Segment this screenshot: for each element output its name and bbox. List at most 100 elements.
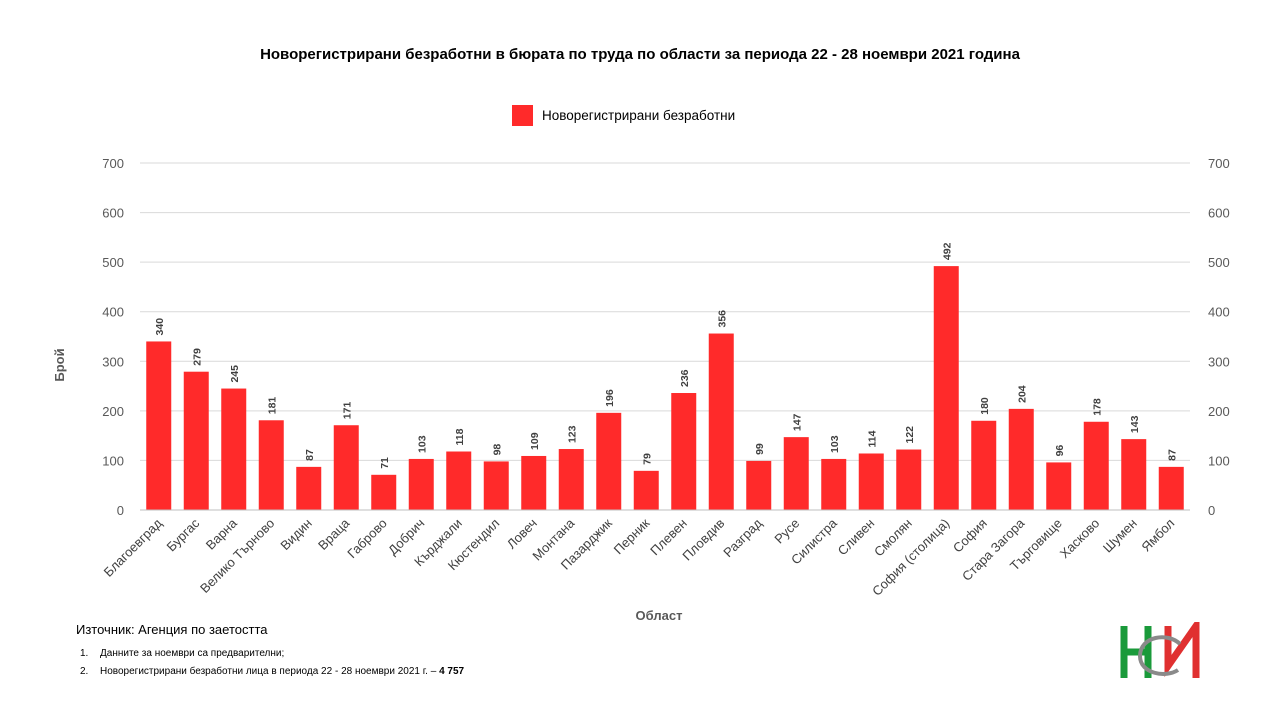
bar [183, 371, 209, 510]
y-tick-label-left: 500 [102, 255, 124, 270]
data-label: 356 [716, 310, 728, 328]
y-axis-title: Брой [52, 348, 67, 381]
y-tick-label-right: 600 [1208, 206, 1230, 221]
x-axis-title: Област [636, 608, 683, 623]
data-label: 114 [866, 430, 878, 447]
y-tick-label-left: 700 [102, 156, 124, 171]
y-tick-label-left: 0 [117, 503, 124, 518]
footnotes: 1. Данните за ноември са предварителни; 2… [80, 645, 464, 681]
bar [1121, 439, 1147, 510]
y-tick-label-left: 200 [102, 404, 124, 419]
bar [858, 453, 884, 510]
data-label: 180 [979, 397, 991, 415]
data-label: 99 [754, 443, 766, 455]
data-label: 279 [191, 348, 203, 366]
bar [896, 449, 922, 510]
data-label: 79 [641, 453, 653, 465]
y-tick-label-right: 400 [1208, 305, 1230, 320]
bar [708, 333, 734, 510]
y-tick-label-left: 300 [102, 354, 124, 369]
x-tick-label: Ямбол [1138, 516, 1177, 555]
bar [1083, 421, 1109, 510]
data-label: 87 [1166, 449, 1178, 461]
bar [558, 449, 584, 510]
legend: Новорегистрирани безработни [512, 104, 735, 126]
bar [146, 341, 172, 510]
y-tick-label-left: 100 [102, 453, 124, 468]
x-tick-label: Пловдив [679, 515, 727, 563]
bar [746, 460, 772, 510]
y-tick-label-left: 600 [102, 206, 124, 221]
nsi-logo-icon [1120, 622, 1200, 678]
data-label: 98 [491, 444, 503, 456]
y-tick-label-right: 700 [1208, 156, 1230, 171]
y-tick-label-right: 100 [1208, 453, 1230, 468]
bar [596, 412, 622, 510]
data-label: 109 [529, 432, 541, 450]
x-tick-label: Видин [277, 516, 314, 553]
bar [1158, 466, 1184, 510]
data-label: 340 [154, 318, 166, 336]
legend-swatch [512, 104, 533, 126]
y-axis-right: 0 100 200 300 400 500 600 700 [1208, 156, 1230, 518]
data-labels: 340 279 245 181 87 171 71 103 118 98 109 123 196 79 23… [154, 242, 1179, 468]
data-label: 103 [829, 435, 841, 453]
bar [971, 420, 997, 510]
x-tick-label: Сливен [835, 516, 878, 559]
data-label: 181 [266, 397, 278, 415]
footnote-1: 1. Данните за ноември са предварителни; [80, 648, 285, 659]
bar [258, 420, 284, 510]
bar [371, 474, 397, 510]
bar [933, 266, 959, 510]
bars [146, 266, 1184, 510]
legend-label: Новорегистрирани безработни [542, 107, 736, 123]
x-tick-label: Шумен [1100, 516, 1140, 556]
footnote-2: 2. Новорегистрирани безработни лица в пер… [80, 666, 465, 677]
x-tick-label: Благоевград [101, 515, 166, 580]
x-tick-label: Габрово [344, 516, 390, 562]
data-label: 236 [679, 369, 691, 387]
x-tick-label: Хасково [1057, 516, 1103, 562]
data-label: 245 [229, 365, 241, 383]
bar [221, 388, 247, 510]
data-label: 71 [379, 457, 391, 469]
bar [296, 466, 322, 510]
bar [671, 393, 697, 510]
bar [521, 455, 547, 510]
y-tick-label-right: 300 [1208, 354, 1230, 369]
bar [633, 470, 659, 510]
y-axis-left: 0 100 200 300 400 500 600 700 [102, 156, 124, 518]
data-label: 103 [416, 435, 428, 453]
data-label: 118 [454, 428, 466, 445]
source-text: Източник: Агенция по заетостта [76, 622, 268, 637]
x-tick-label: Русе [771, 516, 802, 547]
data-label: 492 [941, 242, 953, 260]
data-label: 178 [1091, 398, 1103, 416]
data-label: 147 [791, 413, 803, 431]
bar [821, 458, 847, 510]
data-label: 122 [904, 426, 916, 444]
bar [783, 437, 809, 510]
data-label: 143 [1129, 415, 1141, 433]
data-label: 204 [1016, 385, 1028, 403]
x-tick-label: Разград [720, 515, 765, 560]
gridlines [140, 162, 1190, 461]
bar [333, 425, 359, 510]
data-label: 123 [566, 425, 578, 443]
data-label: 87 [304, 449, 316, 461]
x-tick-label: Бургас [163, 515, 202, 554]
chart-title: Новорегистрирани безработни в бюрата по … [260, 46, 1020, 63]
x-tick-label: Перник [611, 515, 653, 557]
data-label: 171 [341, 402, 353, 420]
data-label: 96 [1054, 445, 1066, 457]
bar [1046, 462, 1072, 510]
x-tick-label: Ловеч [504, 516, 540, 552]
bar [408, 458, 434, 510]
y-tick-label-left: 400 [102, 305, 124, 320]
y-tick-label-right: 200 [1208, 404, 1230, 419]
bar [1008, 408, 1034, 510]
y-tick-label-right: 0 [1208, 503, 1215, 518]
bar [483, 461, 509, 510]
